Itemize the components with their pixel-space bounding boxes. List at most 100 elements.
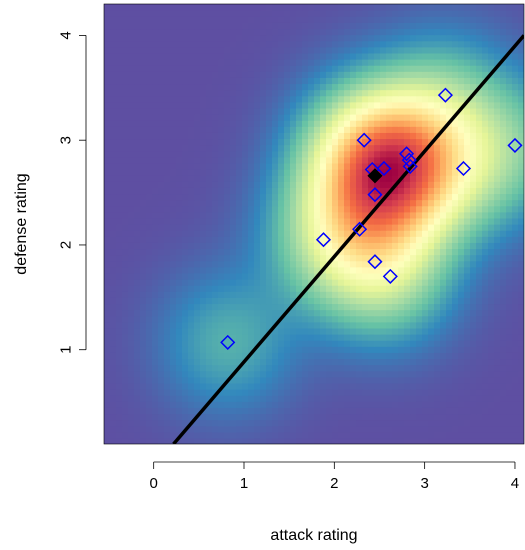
heatmap-cell: [296, 401, 303, 408]
heatmap-cell: [242, 156, 249, 164]
heatmap-cell: [344, 242, 351, 250]
heatmap-cell: [458, 370, 465, 378]
heatmap-cell: [158, 89, 165, 97]
heatmap-cell: [230, 40, 237, 48]
heatmap-cell: [476, 132, 483, 140]
heatmap-cell: [242, 138, 249, 146]
heatmap-cell: [164, 413, 171, 421]
heatmap-cell: [422, 272, 429, 280]
heatmap-cell: [182, 376, 189, 384]
heatmap-cell: [428, 334, 435, 341]
heatmap-cell: [410, 46, 417, 54]
heatmap-cell: [458, 83, 465, 91]
heatmap-cell: [512, 107, 519, 115]
heatmap-cell: [254, 126, 261, 133]
heatmap-cell: [272, 303, 279, 311]
heatmap-cell: [278, 59, 285, 66]
heatmap-cell: [230, 205, 237, 213]
heatmap-cell: [254, 230, 261, 237]
heatmap-cell: [266, 101, 273, 109]
heatmap-cell: [362, 65, 369, 72]
heatmap-cell: [512, 144, 519, 152]
heatmap-cell: [512, 132, 519, 140]
heatmap-cell: [182, 181, 189, 188]
heatmap-cell: [242, 71, 249, 78]
heatmap-cell: [446, 101, 453, 109]
heatmap-cell: [422, 340, 429, 347]
heatmap-cell: [374, 230, 381, 237]
heatmap-cell: [236, 65, 243, 72]
heatmap-cell: [338, 309, 345, 317]
heatmap-cell: [194, 327, 201, 335]
heatmap-cell: [224, 95, 231, 103]
heatmap-cell: [140, 401, 147, 408]
heatmap-cell: [134, 10, 141, 17]
heatmap-cell: [344, 303, 351, 311]
heatmap-cell: [182, 346, 189, 353]
heatmap-cell: [260, 407, 267, 415]
heatmap-cell: [278, 217, 285, 225]
heatmap-cell: [248, 297, 255, 305]
heatmap-cell: [506, 389, 513, 396]
heatmap-cell: [350, 340, 357, 347]
heatmap-cell: [266, 22, 273, 30]
heatmap-cell: [302, 217, 309, 225]
heatmap-cell: [290, 156, 297, 164]
heatmap-cell: [500, 303, 507, 311]
heatmap-cell: [362, 382, 369, 390]
heatmap-cell: [344, 169, 351, 176]
heatmap-cell: [386, 315, 393, 323]
heatmap-cell: [158, 437, 165, 444]
heatmap-cell: [488, 46, 495, 54]
heatmap-cell: [398, 334, 405, 341]
heatmap-cell: [500, 431, 507, 439]
heatmap-cell: [152, 65, 159, 72]
heatmap-cell: [368, 401, 375, 408]
heatmap-cell: [374, 224, 381, 231]
heatmap-cell: [404, 370, 411, 378]
heatmap-cell: [452, 364, 459, 372]
heatmap-cell: [230, 16, 237, 23]
heatmap-cell: [194, 382, 201, 390]
heatmap-cell: [188, 389, 195, 396]
heatmap-cell: [122, 358, 129, 366]
heatmap-cell: [212, 309, 219, 317]
heatmap-cell: [512, 248, 519, 256]
heatmap-cell: [458, 376, 465, 384]
heatmap-cell: [182, 138, 189, 146]
heatmap-cell: [464, 46, 471, 54]
heatmap-cell: [344, 138, 351, 146]
heatmap-cell: [272, 437, 279, 444]
heatmap-cell: [272, 107, 279, 115]
heatmap-cell: [176, 132, 183, 140]
heatmap-cell: [200, 279, 207, 286]
heatmap-cell: [170, 419, 177, 427]
heatmap-cell: [506, 364, 513, 372]
heatmap-cell: [128, 297, 135, 305]
heatmap-cell: [230, 65, 237, 72]
heatmap-cell: [404, 419, 411, 427]
heatmap-cell: [476, 28, 483, 36]
heatmap-cell: [296, 297, 303, 305]
heatmap-cell: [218, 187, 225, 195]
heatmap-cell: [302, 138, 309, 146]
heatmap-cell: [512, 346, 519, 353]
heatmap-cell: [506, 272, 513, 280]
heatmap-cell: [266, 303, 273, 311]
heatmap-cell: [452, 279, 459, 286]
heatmap-cell: [272, 22, 279, 30]
heatmap-cell: [488, 16, 495, 23]
heatmap-cell: [140, 120, 147, 127]
heatmap-cell: [242, 236, 249, 243]
heatmap-cell: [356, 181, 363, 188]
heatmap-cell: [272, 297, 279, 305]
heatmap-cell: [464, 401, 471, 408]
heatmap-cell: [338, 156, 345, 164]
heatmap-cell: [434, 248, 441, 256]
heatmap-cell: [188, 77, 195, 85]
heatmap-cell: [410, 77, 417, 85]
heatmap-cell: [320, 297, 327, 305]
heatmap-cell: [194, 4, 201, 11]
heatmap-cell: [260, 107, 267, 115]
heatmap-cell: [476, 107, 483, 115]
